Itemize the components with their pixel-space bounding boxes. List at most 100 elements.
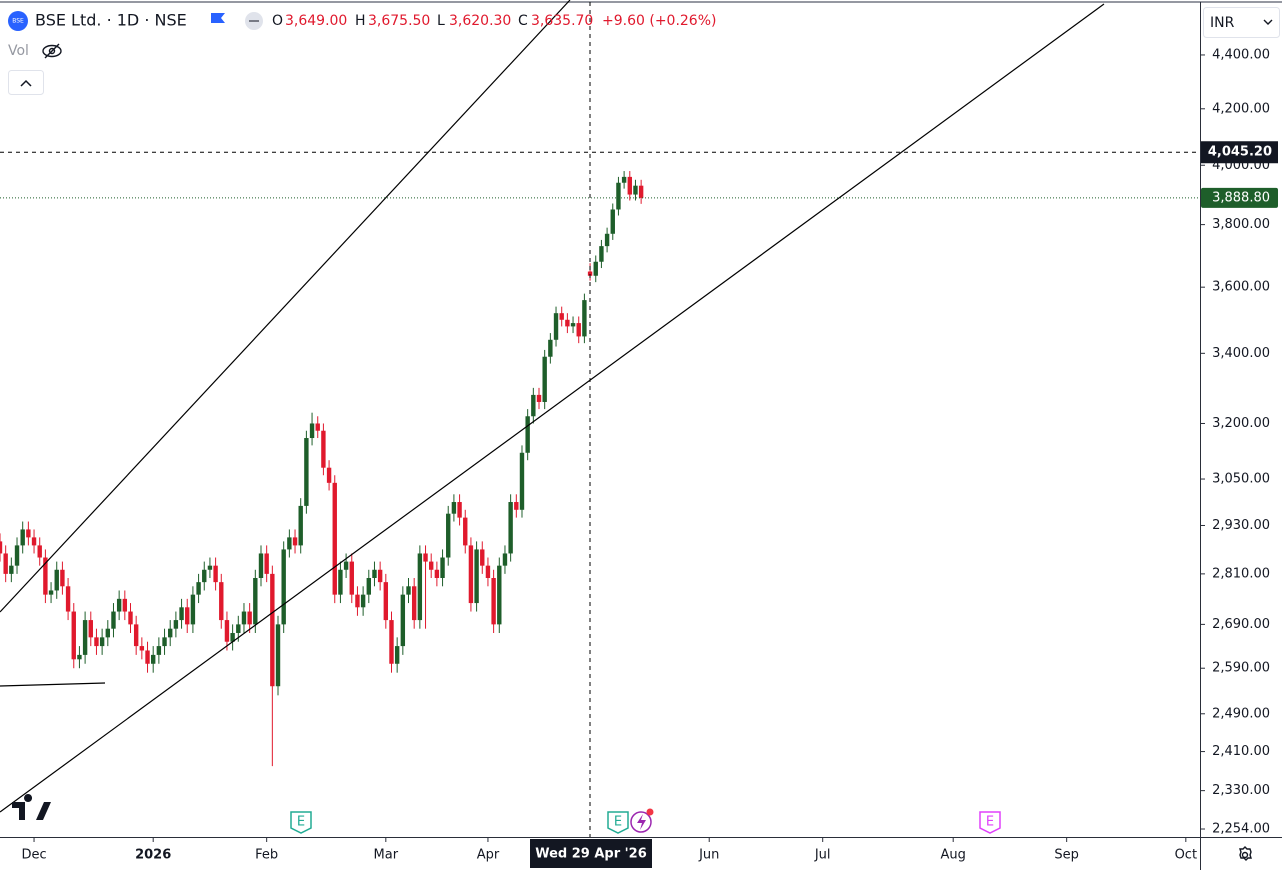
candle-body (275, 624, 281, 687)
candle-body (576, 323, 581, 337)
dividend-event[interactable] (630, 808, 654, 833)
x-tick-label: Apr (477, 848, 500, 863)
candle-body (497, 565, 502, 625)
candle-body (304, 438, 309, 506)
candle-body (213, 565, 218, 583)
earnings-event[interactable]: E (290, 811, 312, 834)
y-tick-label: 3,400.00 (1212, 346, 1270, 361)
candle-body (321, 430, 326, 468)
candle-body (31, 537, 37, 546)
candle-body (349, 561, 354, 595)
currency-button[interactable] (1203, 7, 1280, 38)
event-label: E (297, 815, 305, 830)
candle-body (440, 557, 445, 579)
candle-body (202, 569, 207, 583)
currency-chevron (1263, 19, 1273, 25)
event-label: E (986, 815, 994, 830)
candle-body (525, 416, 530, 453)
candle-body (446, 513, 451, 558)
candle-body (292, 537, 298, 546)
trend-line (0, 3, 1105, 813)
candle-body (559, 313, 564, 320)
candle-body (338, 569, 343, 595)
candle-body (315, 423, 320, 431)
candle-body (236, 624, 241, 634)
candle-body (355, 594, 360, 608)
candle-body (37, 545, 42, 558)
change-value: +9.60 (+0.26%) (602, 13, 716, 29)
candle-body (9, 565, 14, 574)
symbol-title[interactable]: BSE Ltd. · 1D · NSE (35, 11, 187, 30)
x-tick-label: Oct (1175, 848, 1197, 863)
candle-body (162, 637, 167, 647)
candle-body (434, 569, 440, 579)
candle-body (224, 620, 230, 642)
x-tick-label: Jul (814, 848, 831, 863)
candle-body (616, 182, 621, 210)
low-value: 3,620.30 (449, 13, 511, 29)
y-tick-label: 3,800.00 (1212, 217, 1270, 232)
candle-body (14, 545, 20, 566)
future-earnings-event[interactable]: E (979, 811, 1001, 834)
candle-body (94, 637, 99, 647)
candle-body (150, 654, 156, 664)
event-label: E (614, 815, 622, 830)
volume-hidden-icon[interactable] (42, 43, 62, 59)
plot (0, 171, 644, 767)
collapse-button[interactable] (8, 70, 44, 95)
candle-body (463, 517, 468, 546)
candle-body (54, 569, 59, 591)
settings-button[interactable] (1239, 846, 1252, 861)
candle-body (451, 502, 457, 514)
candle-body (491, 578, 496, 625)
candle-body (128, 611, 133, 625)
earnings-event[interactable]: E (607, 811, 629, 834)
y-tick-label: 2,590.00 (1212, 661, 1270, 676)
candle-body (587, 271, 593, 276)
candle-body (485, 565, 491, 579)
candle-body (230, 633, 235, 642)
trend-line (0, 0, 571, 613)
y-tick-label: 2,254.00 (1212, 822, 1270, 837)
tradingview-logo[interactable] (12, 794, 51, 820)
candle-body (389, 620, 394, 664)
symbol-logo[interactable] (8, 11, 28, 31)
x-tick-label: 2026 (135, 848, 171, 863)
candle-body (82, 620, 88, 655)
y-tick-label: 3,600.00 (1212, 280, 1270, 295)
candle-body (60, 569, 65, 587)
candle-body (270, 573, 275, 687)
candle-body (542, 356, 547, 402)
candle-body (145, 650, 150, 664)
low-label: L (437, 13, 445, 29)
candle-body (360, 594, 366, 608)
y-tick-label: 4,400.00 (1212, 47, 1270, 62)
candle-body (258, 553, 264, 579)
candle-body (417, 553, 423, 621)
candle-body (400, 594, 406, 647)
candle-body (71, 611, 76, 660)
volume-label[interactable]: Vol (8, 43, 29, 59)
open-value: 3,649.00 (285, 13, 347, 29)
x-tick-label: Mar (374, 848, 399, 863)
candle-body (326, 467, 332, 483)
candle-body (196, 582, 201, 595)
candle-body (168, 628, 173, 638)
candle-body (536, 394, 542, 402)
candle-body (88, 620, 93, 638)
candle-body (281, 549, 286, 625)
candle-body (377, 569, 383, 583)
candle-body (553, 313, 559, 340)
crosshair-date-box (530, 839, 652, 868)
candle-body (0, 541, 3, 554)
flag-icon[interactable] (211, 13, 225, 23)
candle-body (77, 654, 82, 660)
horizontal-line (0, 682, 106, 687)
candle-body (65, 586, 71, 612)
candle-body (394, 646, 400, 664)
candle-body (423, 553, 428, 562)
candle-body (508, 502, 513, 554)
candle-body (406, 586, 411, 595)
